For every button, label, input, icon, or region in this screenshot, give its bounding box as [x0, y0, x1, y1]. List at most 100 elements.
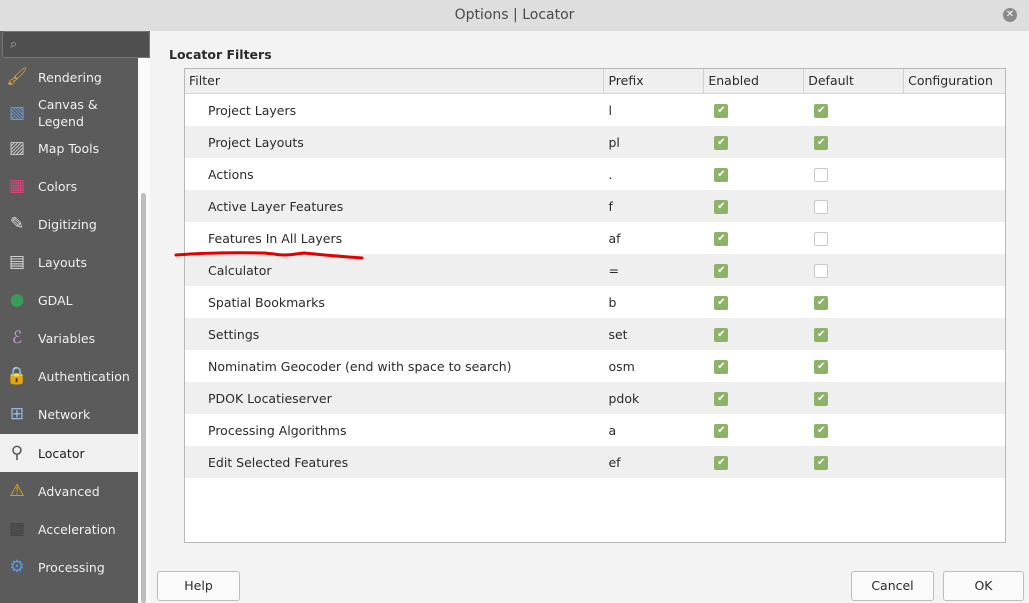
sidebar-item-canvas[interactable]: ▧ Canvas & Legend	[0, 91, 138, 135]
table-row[interactable]: Project Layouts pl ✔ ✔	[185, 126, 1005, 158]
digitizing-icon: ✎	[9, 214, 25, 234]
enabled-checkbox[interactable]: ✔	[714, 359, 729, 374]
enabled-checkbox[interactable]: ✔	[714, 103, 729, 118]
sidebar-scrollbar[interactable]	[138, 58, 150, 603]
table-row[interactable]: Features In All Layers af ✔	[185, 222, 1005, 254]
sidebar-item-processing[interactable]: ⚙ Processing	[0, 548, 138, 586]
chip-icon: ▩	[8, 519, 26, 539]
table-row[interactable]: Actions. ✔	[185, 158, 1005, 190]
search-icon: ⌕	[10, 37, 18, 52]
default-cell: ✔	[804, 102, 904, 118]
default-checkbox[interactable]: ✔	[814, 295, 829, 310]
sidebar-item-authentication[interactable]: 🔒 Authentication	[0, 357, 138, 395]
table-header: Filter Prefix Enabled Default Configurat…	[185, 69, 1005, 94]
filter-name: Processing Algorithms	[208, 422, 347, 438]
table-row[interactable]: Settings set ✔ ✔	[185, 318, 1005, 350]
default-checkbox[interactable]: ✔	[814, 455, 829, 470]
default-cell: ✔	[804, 390, 904, 406]
enabled-checkbox[interactable]: ✔	[714, 455, 729, 470]
enabled-cell: ✔	[704, 230, 804, 246]
red-underline-annotation	[174, 251, 364, 260]
sidebar-item-label: Locator	[38, 445, 85, 461]
colors-icon: ▦	[8, 176, 26, 196]
title-bar: Options | Locator ✕	[0, 0, 1029, 31]
default-checkbox[interactable]: ✔	[814, 359, 829, 374]
close-icon[interactable]: ✕	[1003, 8, 1017, 22]
enabled-checkbox[interactable]: ✔	[714, 199, 729, 214]
default-cell	[804, 198, 904, 214]
table-row[interactable]: Project Layers l ✔ ✔	[185, 94, 1005, 126]
sidebar-item-label: Authentication	[38, 368, 130, 384]
default-checkbox[interactable]: ✔	[814, 135, 829, 150]
default-checkbox[interactable]	[814, 199, 829, 214]
filter-name: Edit Selected Features	[208, 454, 349, 470]
filter-name: Calculator	[208, 262, 272, 278]
table-row[interactable]: Nominatim Geocoder (end with space to se…	[185, 350, 1005, 382]
sidebar-item-label: Acceleration	[38, 521, 116, 537]
filter-name: PDOK Locatieserver	[208, 390, 332, 406]
column-filter[interactable]: Filter	[185, 69, 605, 93]
table-row[interactable]: Processing Algorithms a ✔ ✔	[185, 414, 1005, 446]
filter-name: Features In All Layers	[208, 230, 343, 246]
table-row[interactable]: Calculator = ✔	[185, 254, 1005, 286]
column-configuration[interactable]: Configuration	[908, 73, 993, 88]
filter-name: Actions	[208, 166, 254, 182]
sidebar-item-label: Digitizing	[38, 216, 97, 232]
cancel-button[interactable]: Cancel	[851, 571, 934, 601]
enabled-checkbox[interactable]: ✔	[714, 231, 729, 246]
default-checkbox[interactable]: ✔	[814, 391, 829, 406]
enabled-cell: ✔	[704, 102, 804, 118]
default-checkbox[interactable]	[814, 263, 829, 278]
map-tools-icon: ▨	[8, 138, 26, 158]
default-checkbox[interactable]: ✔	[814, 103, 829, 118]
enabled-cell: ✔	[704, 294, 804, 310]
enabled-checkbox[interactable]: ✔	[714, 295, 729, 310]
table-row[interactable]: Spatial Bookmarks b ✔ ✔	[185, 286, 1005, 318]
default-cell	[804, 230, 904, 246]
sidebar-item-rendering[interactable]: 🖌 Rendering	[0, 58, 138, 96]
default-checkbox[interactable]	[814, 167, 829, 182]
filters-table: Filter Prefix Enabled Default Configurat…	[184, 68, 1006, 543]
canvas-icon: ▧	[8, 103, 26, 123]
enabled-checkbox[interactable]: ✔	[714, 423, 729, 438]
sidebar-item-acceleration[interactable]: ▩ Acceleration	[0, 510, 138, 548]
default-checkbox[interactable]: ✔	[814, 327, 829, 342]
sidebar-item-advanced[interactable]: ⚠ Advanced	[0, 472, 138, 510]
search-input[interactable]: ⌕	[2, 31, 150, 58]
table-row[interactable]: Active Layer Features f ✔	[185, 190, 1005, 222]
enabled-checkbox[interactable]: ✔	[714, 327, 729, 342]
enabled-checkbox[interactable]: ✔	[714, 167, 729, 182]
sidebar-item-layouts[interactable]: ▤ Layouts	[0, 243, 138, 281]
filter-prefix: l	[608, 102, 612, 118]
sidebar: ⌕ 🖌 Rendering ▧ Canvas & Legend ▨ Map Tools ▦ C…	[0, 31, 150, 603]
brush-icon: 🖌	[6, 67, 28, 87]
table-row[interactable]: Edit Selected Features ef ✔ ✔	[185, 446, 1005, 478]
sidebar-item-digitizing[interactable]: ✎ Digitizing	[0, 205, 138, 243]
filter-name: Settings	[208, 326, 260, 342]
sidebar-item-label: Variables	[38, 330, 96, 346]
sidebar-item-variables[interactable]: ℰ Variables	[0, 319, 138, 357]
enabled-checkbox[interactable]: ✔	[714, 391, 729, 406]
sidebar-item-map[interactable]: ▨ Map Tools	[0, 129, 138, 167]
default-checkbox[interactable]	[814, 231, 829, 246]
sidebar-item-locator[interactable]: ⚲ Locator	[0, 434, 138, 472]
default-cell: ✔	[804, 454, 904, 470]
column-enabled[interactable]: Enabled	[704, 69, 805, 93]
sidebar-item-network[interactable]: ⊞ Network	[0, 395, 138, 433]
ok-button[interactable]: OK	[943, 571, 1024, 601]
help-button[interactable]: Help	[157, 571, 240, 601]
table-row[interactable]: PDOK Locatieserver pdok ✔ ✔	[185, 382, 1005, 414]
filter-prefix: =	[608, 262, 619, 278]
sidebar-item-gdal[interactable]: ● GDAL	[0, 281, 138, 319]
enabled-cell: ✔	[704, 134, 804, 150]
column-prefix[interactable]: Prefix	[604, 69, 705, 93]
column-default[interactable]: Default	[804, 69, 905, 93]
layouts-icon: ▤	[8, 252, 26, 272]
scrollbar-handle[interactable]	[141, 193, 146, 603]
filter-prefix: af	[608, 230, 621, 246]
default-checkbox[interactable]: ✔	[814, 423, 829, 438]
sidebar-item-label: GDAL	[38, 292, 73, 308]
enabled-checkbox[interactable]: ✔	[714, 135, 729, 150]
enabled-checkbox[interactable]: ✔	[714, 263, 729, 278]
sidebar-item-colors[interactable]: ▦ Colors	[0, 167, 138, 205]
